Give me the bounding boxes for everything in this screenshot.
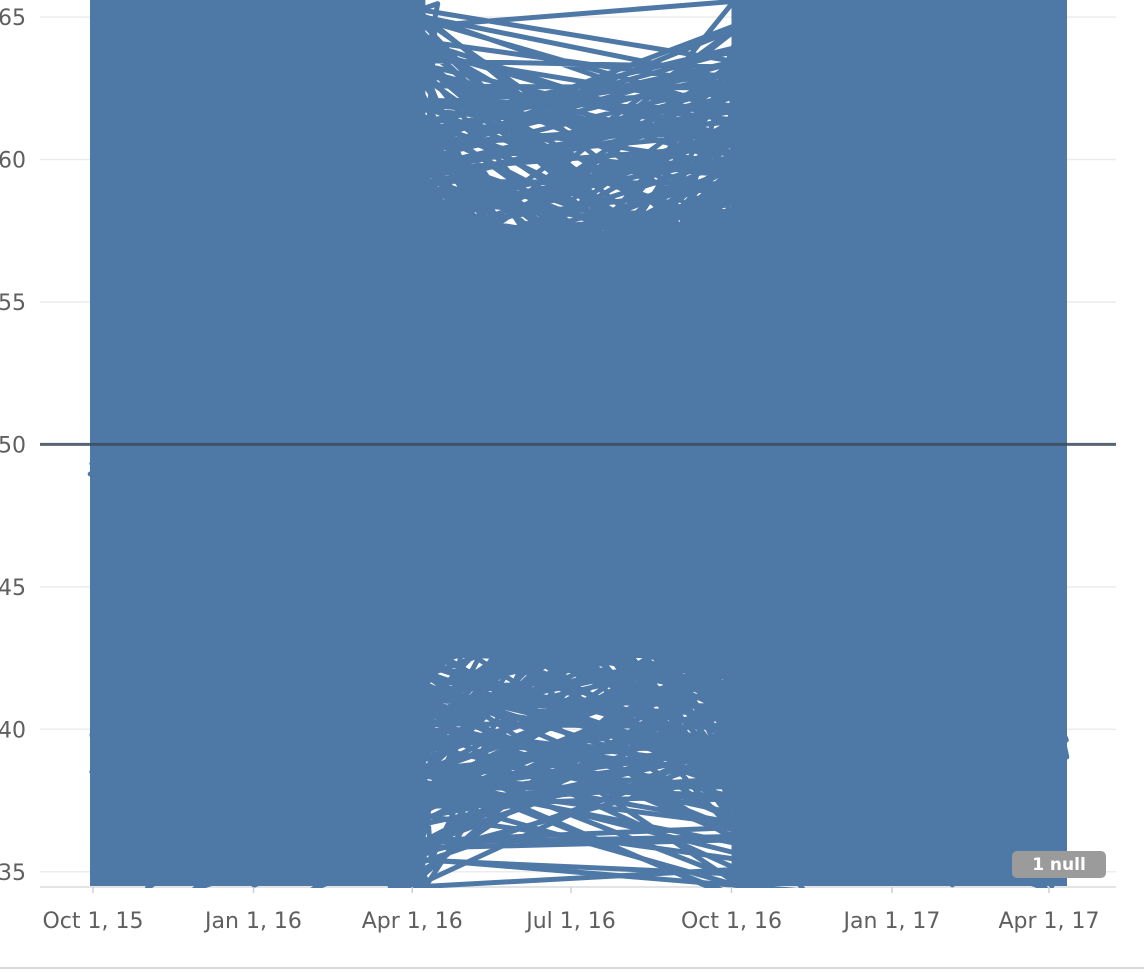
x-tick-label: Oct 1, 16 (681, 909, 782, 934)
x-axis-background (0, 888, 1144, 972)
series-point[interactable] (1015, 99, 1023, 107)
series-point[interactable] (621, 654, 629, 662)
series-point[interactable] (408, 127, 416, 135)
series-point[interactable] (806, 42, 814, 50)
x-tick-label: Jan 1, 17 (842, 909, 941, 934)
x-tick-label: Jan 1, 16 (203, 909, 302, 934)
series-point[interactable] (966, 825, 974, 833)
series-point[interactable] (515, 680, 523, 688)
series-point[interactable] (195, 70, 203, 78)
series-point[interactable] (354, 811, 362, 819)
y-axis: 35 40 45 50 55 60 65 (0, 6, 26, 886)
series-point[interactable] (675, 213, 683, 221)
null-indicator[interactable]: 1 null (1012, 851, 1106, 878)
y-tick-label: 45 (0, 576, 26, 601)
series-point[interactable] (1052, 2, 1060, 10)
series-point[interactable] (89, 731, 97, 739)
series-point[interactable] (461, 138, 469, 146)
x-tick-label: Apr 1, 16 (362, 909, 463, 934)
y-tick-label: 65 (0, 6, 26, 31)
y-tick-label: 40 (0, 718, 26, 743)
series-point[interactable] (752, 868, 760, 876)
series-point[interactable] (143, 868, 151, 876)
series-point[interactable] (912, 70, 920, 78)
y-tick-label: 55 (0, 291, 26, 316)
x-tick-label: Oct 1, 15 (42, 909, 143, 934)
y-tick-label: 60 (0, 149, 26, 174)
y-tick-label: 35 (0, 861, 26, 886)
series-point[interactable] (858, 839, 866, 847)
series-point[interactable] (441, 782, 449, 790)
series-point[interactable] (1054, 811, 1062, 819)
null-badge-label[interactable]: 1 null (1032, 855, 1086, 875)
x-axis: Oct 1, 15 Jan 1, 16 Apr 1, 16 Jul 1, 16 Oct … (0, 887, 1144, 969)
series-point[interactable] (567, 184, 575, 192)
series-point[interactable] (727, 141, 735, 149)
series-point[interactable] (249, 839, 257, 847)
x-tick-label: Apr 1, 17 (998, 909, 1099, 934)
series-point[interactable] (113, 13, 121, 21)
x-tick-label: Jul 1, 16 (524, 909, 616, 934)
null-badge-background[interactable] (1012, 851, 1106, 878)
series-line[interactable] (87, 0, 1070, 894)
series-point[interactable] (304, 99, 312, 107)
y-tick-label: 50 (0, 433, 26, 458)
